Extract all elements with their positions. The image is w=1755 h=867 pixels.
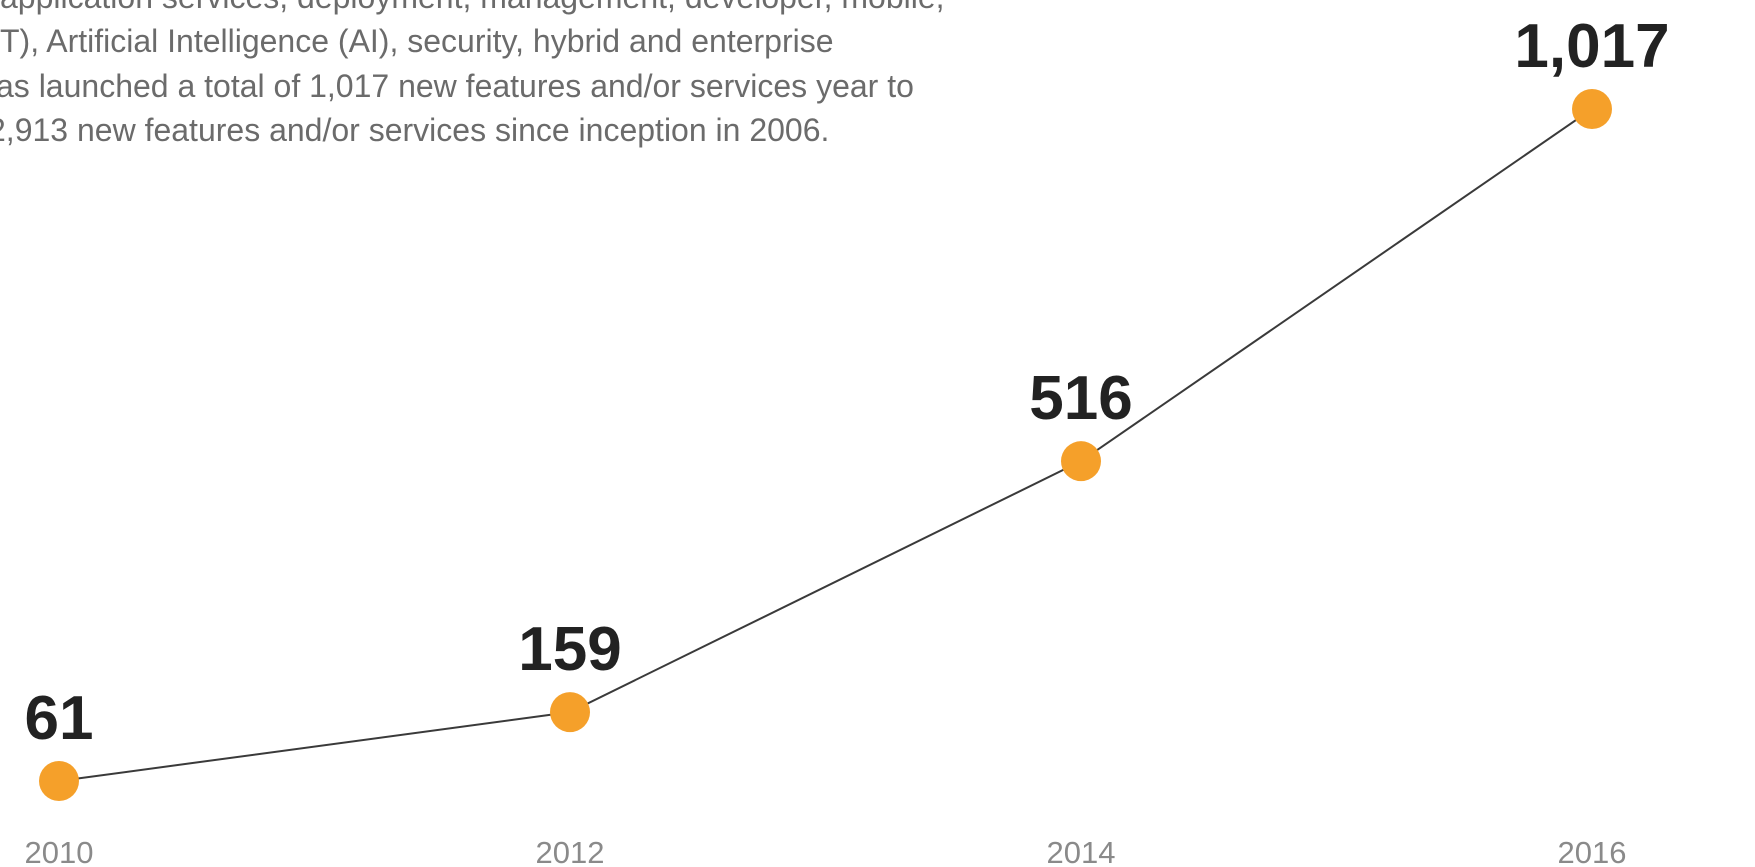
point (39, 761, 79, 801)
description-line: application services, deployment, manage… (0, 0, 945, 15)
description-line: as launched a total of 1,017 new feature… (0, 68, 914, 104)
point (1061, 441, 1101, 482)
value-label: 159 (518, 615, 621, 684)
point (1572, 89, 1612, 129)
line (58, 108, 1593, 782)
value-label: 1,017 (1514, 12, 1669, 81)
x-tick-label: 2010 (25, 835, 94, 867)
value-label: 61 (25, 684, 94, 753)
description-line: T), Artificial Intelligence (AI), securi… (0, 23, 834, 59)
point (550, 692, 590, 733)
x-tick-label: 2014 (1047, 835, 1116, 867)
x-tick-label: 2012 (536, 835, 605, 867)
description-line: 2,913 new features and/or services since… (0, 112, 829, 148)
value-label: 516 (1029, 364, 1132, 433)
x-tick-label: 2016 (1558, 835, 1627, 867)
